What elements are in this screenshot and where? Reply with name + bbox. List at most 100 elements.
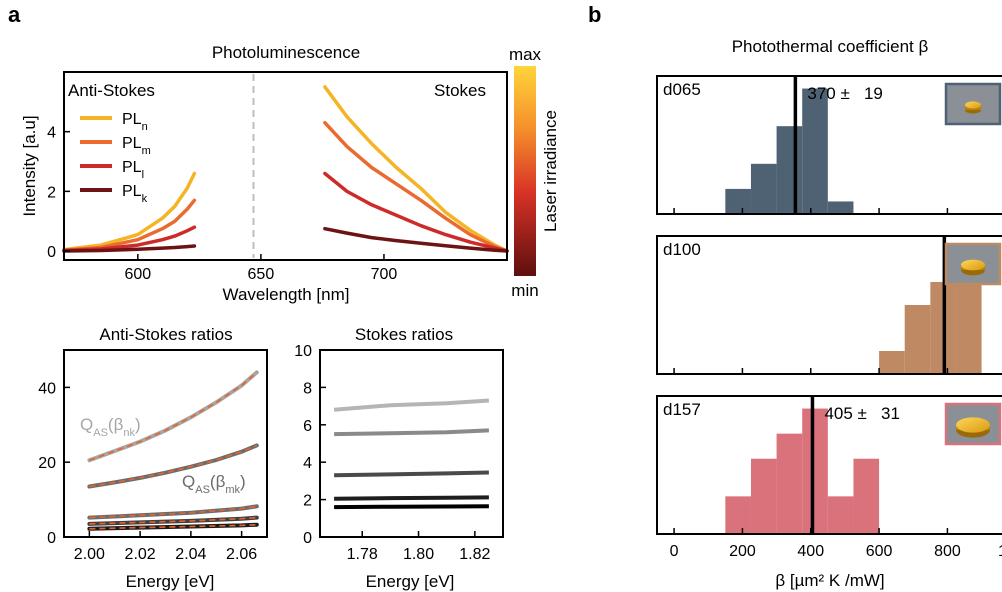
pl-x-tick-label: 700 (371, 266, 398, 283)
pt-bar-d157-4 (827, 496, 854, 534)
pl-m-stokes-line (323, 120, 509, 253)
st-x-tick-label: 1.82 (459, 546, 490, 563)
pl-axis-ticks: 600 650 700 0 2 4 (47, 125, 397, 283)
pt-annotation-d157: 405 ± 31 (824, 404, 900, 423)
pt-x-tick-label: 0 (670, 543, 679, 560)
st-title: Stokes ratios (355, 325, 453, 344)
as-y-tick-label: 0 (47, 530, 56, 547)
pl-series-layer (62, 85, 509, 253)
pt-subplot-d157: d157 405 ± 31 (656, 395, 1002, 535)
pt-x-tick-label: 200 (729, 543, 756, 560)
as-fit-line-0 (89, 371, 258, 462)
pl-y-tick-label: 0 (47, 244, 56, 261)
pt-x-tick-label: 1000 (998, 543, 1002, 560)
pt-frame-d157 (656, 395, 1002, 535)
laser-irradiance-colorbar (514, 66, 536, 276)
as-x-axis-label: Energy [eV] (126, 572, 215, 591)
photoluminescence-chart: Photoluminescence 600 650 700 0 2 4 Anti-Stok… (20, 43, 560, 304)
colorbar-label: Laser irradiance (541, 110, 560, 232)
pl-y-axis-label: Intensity [a.u] (20, 115, 39, 216)
st-ratio-line-1 (334, 428, 489, 437)
pt-x-tick-label: 600 (866, 543, 893, 560)
legend-label-pl-l: PLl (122, 159, 144, 181)
st-plot-frame (319, 349, 504, 538)
pl-n-stokes-line (323, 85, 509, 253)
pt-bar-d157-2 (776, 433, 803, 534)
pt-bar-d157-3 (802, 408, 828, 534)
pt-bar-d157-5 (853, 458, 880, 534)
pl-k-anti-stokes-line (62, 244, 197, 253)
as-x-tick-label: 2.00 (74, 546, 105, 563)
colorbar-max-label: max (509, 45, 542, 64)
pt-annotation-d065: 370 ± 19 (807, 84, 883, 103)
stokes-ratios-chart: Stokes ratios 1.78 1.80 1.82 0 2 4 6 8 10 Energy… (294, 325, 504, 591)
st-y-tick-label: 6 (303, 418, 312, 435)
pl-y-tick-label: 4 (47, 125, 56, 142)
pt-title: Photothermal coefficient β (732, 37, 929, 56)
pl-x-axis-label: Wavelength [nm] (223, 285, 350, 304)
anti-stokes-region-label: Anti-Stokes (68, 81, 155, 100)
as-y-tick-label: 40 (38, 380, 56, 397)
pt-bar-d157-0 (725, 496, 751, 534)
panel-letter-b: b (588, 2, 601, 27)
pt-frame-d065 (656, 75, 1002, 215)
st-x-axis-label: Energy [eV] (366, 572, 455, 591)
st-x-tick-label: 1.80 (403, 546, 434, 563)
as-x-tick-label: 2.04 (175, 546, 206, 563)
panel-letter-a: a (8, 2, 21, 27)
as-axis-ticks: 2.00 2.02 2.04 2.06 0 20 40 (38, 380, 257, 563)
as-fit-line-3 (89, 516, 257, 525)
stokes-region-label: Stokes (434, 81, 486, 100)
legend-label-pl-n: PLn (122, 111, 148, 133)
as-title: Anti-Stokes ratios (99, 325, 232, 344)
pt-frame-d100 (656, 235, 1002, 375)
pl-l-stokes-line (323, 171, 509, 253)
pt-bar-d157-1 (750, 458, 777, 534)
pl-k-stokes-line (323, 226, 509, 253)
st-y-tick-label: 2 (303, 493, 312, 510)
nanodisk-inset-d065 (944, 82, 1002, 126)
pt-x-axis-label: β [µm² K /mW] (775, 571, 884, 590)
as-annotation-0: QAS(βnk) (80, 415, 141, 439)
as-annotations: QAS(βnk) QAS(βmk) (80, 415, 246, 496)
pt-x-tick-label: 800 (934, 543, 961, 560)
pt-bar-d065-1 (750, 163, 777, 214)
pl-x-tick-label: 600 (124, 266, 151, 283)
pt-bar-d065-0 (725, 188, 751, 214)
pt-bar-d065-3 (802, 88, 828, 214)
pl-x-tick-label: 650 (248, 266, 275, 283)
st-ratio-line-3 (334, 495, 489, 501)
as-x-tick-label: 2.06 (226, 546, 257, 563)
pt-label-d100: d100 (663, 240, 701, 259)
pt-bar-d100-0 (879, 351, 905, 374)
pl-n-anti-stokes-line (62, 171, 197, 252)
pl-title: Photoluminescence (212, 43, 360, 62)
legend-label-pl-m: PLm (122, 135, 151, 157)
as-series-layer (87, 370, 259, 531)
as-annotation-1: QAS(βmk) (182, 472, 246, 496)
nanodisk-inset-d157 (944, 402, 1002, 446)
as-fit-line-2 (89, 505, 257, 519)
nanodisk-inset-d100 (944, 242, 1002, 286)
anti-stokes-ratios-chart: Anti-Stokes ratios 2.00 2.02 2.04 2.06 0 20 40… (38, 325, 268, 591)
st-series-layer (333, 398, 490, 510)
pt-label-d065: d065 (663, 80, 701, 99)
legend-label-pl-k: PLk (122, 183, 148, 205)
pt-bar-d065-2 (776, 126, 803, 214)
st-ratio-line-0 (333, 398, 490, 412)
st-y-tick-label: 4 (303, 455, 312, 472)
as-fit-line-1 (89, 444, 258, 488)
st-ratio-line-4 (334, 504, 489, 510)
st-y-tick-label: 8 (303, 380, 312, 397)
as-fit-line-4 (89, 523, 257, 530)
pt-x-axis-ticks: 0 200 400 600 800 1000 (670, 543, 1002, 560)
as-x-tick-label: 2.02 (125, 546, 156, 563)
pt-label-d157: d157 (663, 400, 701, 419)
st-axis-ticks: 1.78 1.80 1.82 0 2 4 6 8 10 (294, 343, 490, 563)
pt-subplots: d065 370 ± 19 d100791 ± 19 d157 405 ± 31 (656, 75, 1002, 535)
st-y-tick-label: 10 (294, 343, 312, 360)
pt-subplot-d100: d100791 ± 19 (656, 235, 1002, 375)
pt-x-tick-label: 400 (797, 543, 824, 560)
st-ratio-line-2 (334, 470, 489, 478)
